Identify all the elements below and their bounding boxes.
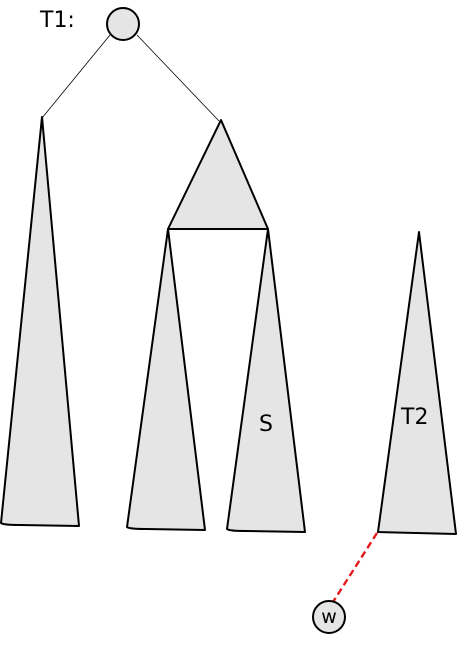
w-node-icon xyxy=(312,600,346,634)
subtree-s-label: S xyxy=(259,412,273,437)
node-w-label: w xyxy=(321,606,337,628)
subtree-s xyxy=(226,228,306,533)
t1-left-subtree xyxy=(0,116,80,527)
t1-internal-subtree xyxy=(167,119,269,230)
t1-root-node-icon xyxy=(106,7,140,41)
tree1-label: T1: xyxy=(39,8,75,33)
t1-inner-left-subtree xyxy=(126,228,206,531)
tree2-triangle xyxy=(377,231,457,535)
root-right-edge xyxy=(136,34,220,122)
tree2-label: T2 xyxy=(400,405,428,430)
root-left-edge xyxy=(41,34,111,119)
dashed-connection-edge xyxy=(331,532,379,603)
